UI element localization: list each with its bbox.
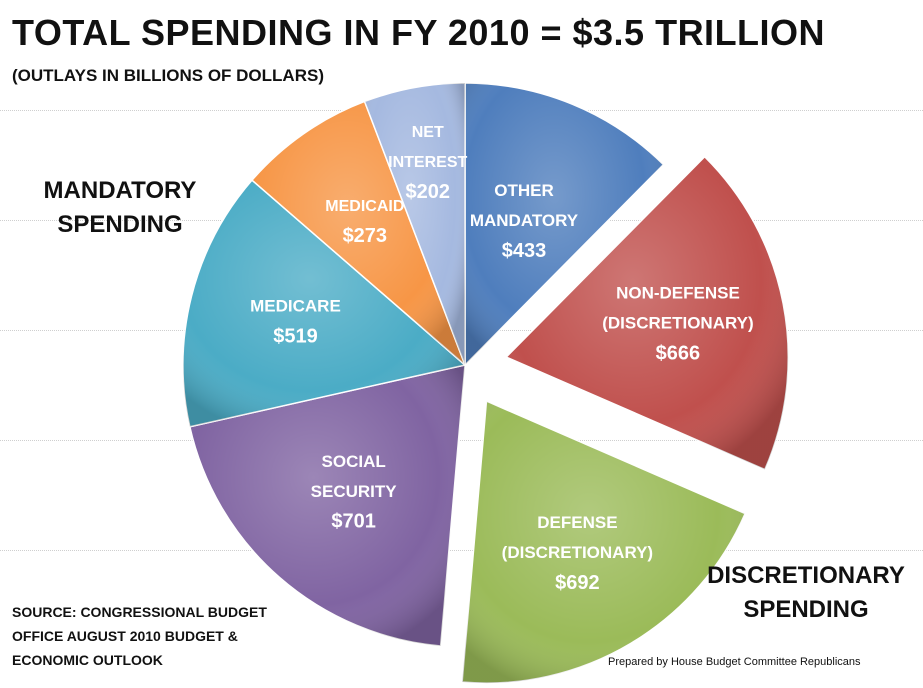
discretionary-spending-label: DISCRETIONARY SPENDING [707, 562, 905, 623]
mandatory-spending-label: MANDATORY SPENDING [43, 177, 197, 238]
slice-category-label: MEDICARE [250, 297, 341, 316]
slice-category-label: SOCIAL [322, 452, 386, 471]
slice-value-label: $433 [502, 240, 547, 262]
slice-value-label: $692 [555, 572, 600, 594]
slice-category-label: (DISCRETIONARY) [502, 543, 653, 562]
slice-category-label: NON-DEFENSE [616, 283, 740, 302]
slice-category-label: MEDICAID [325, 198, 404, 215]
slice-value-label: $519 [273, 326, 318, 348]
slice-value-label: $666 [656, 342, 701, 364]
pie-slice-shading [189, 365, 465, 646]
slice-value-label: $273 [343, 225, 388, 247]
chart-subtitle: (OUTLAYS IN BILLIONS OF DOLLARS) [12, 66, 324, 85]
slice-category-label: INTEREST [388, 154, 467, 171]
gridline [0, 440, 923, 441]
slice-category-label: MANDATORY [470, 211, 579, 230]
slice-category-label: SECURITY [311, 482, 398, 501]
gridline [0, 550, 923, 551]
slice-value-label: $701 [331, 511, 376, 533]
pie-slice-shading [364, 83, 465, 365]
source-note: SOURCE: CONGRESSIONAL BUDGET OFFICE AUGU… [12, 604, 267, 668]
pie-slice-shading [464, 83, 664, 365]
slice-category-label: OTHER [494, 181, 554, 200]
slice-category-label: DEFENSE [537, 513, 617, 532]
credit-note: Prepared by House Budget Committee Repub… [608, 656, 861, 668]
slice-category-label: (DISCRETIONARY) [602, 313, 753, 332]
chart-title: TOTAL SPENDING IN FY 2010 = $3.5 TRILLIO… [12, 12, 826, 53]
pie-slice-shading [183, 180, 466, 427]
pie-slice-shading [462, 401, 746, 684]
slice-category-label: NET [412, 124, 444, 141]
slice-value-label: $202 [405, 181, 450, 203]
pie-slice-shading [506, 156, 789, 470]
pie-slice-shading [251, 101, 465, 365]
